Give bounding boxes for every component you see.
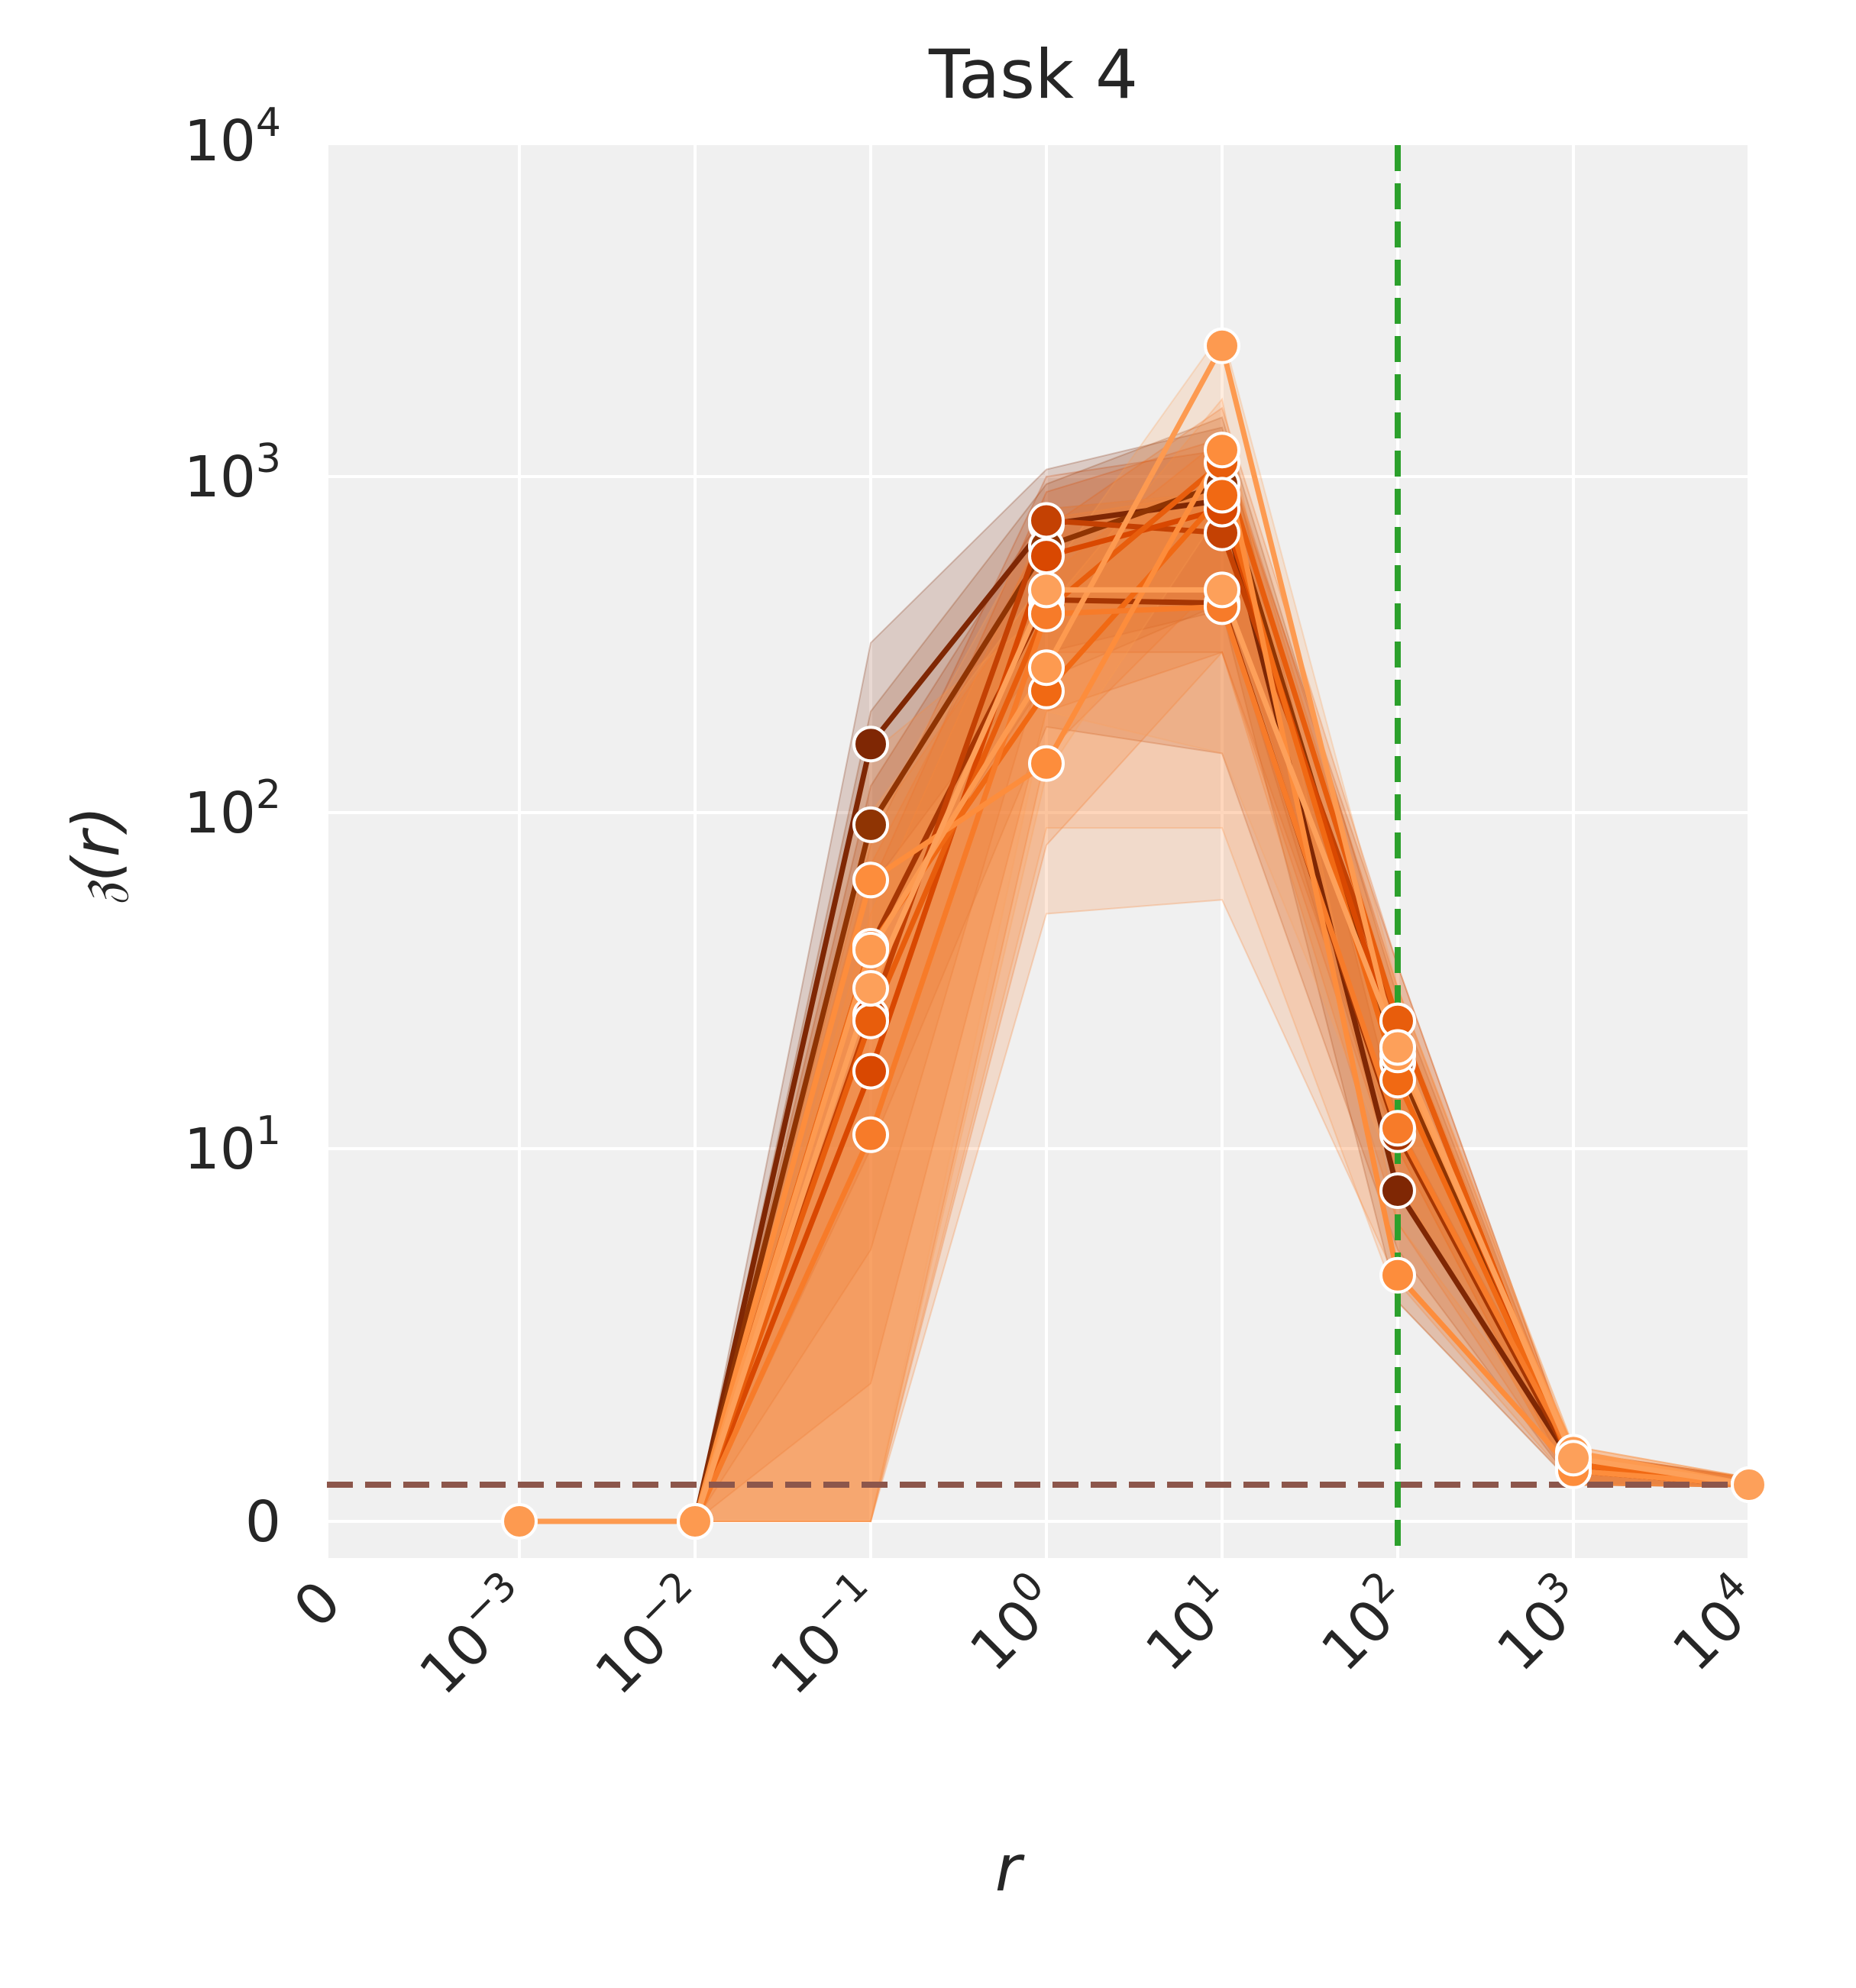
reference-lines: [327, 145, 1749, 1558]
y-tick-exponent: 4: [256, 100, 281, 146]
x-tick-label: 101: [1127, 1563, 1249, 1684]
data-point: [1204, 327, 1240, 364]
y-tick-label: 101: [184, 1108, 281, 1182]
data-point: [852, 931, 889, 968]
y-tick-exponent: 2: [256, 772, 281, 818]
data-point: [852, 1052, 889, 1090]
y-tick-base: 10: [184, 444, 256, 510]
data-point: [852, 806, 889, 843]
data-point: [1379, 1029, 1416, 1066]
series-markers: [501, 327, 1767, 1540]
x-tick-labels: 0 10−310−210−1 100 101 102 103 104: [282, 1563, 1776, 1707]
x-tick-label: 104: [1654, 1563, 1776, 1684]
grid: [325, 139, 1751, 1558]
x-tick-label: 102: [1303, 1563, 1424, 1684]
y-tick-label: 0: [245, 1489, 281, 1555]
y-tick-exponent: 1: [256, 1108, 281, 1154]
y-tick-label: 102: [184, 772, 281, 846]
y-tick-base: 0: [245, 1489, 281, 1555]
y-axis-label: 𝔷(r): [59, 806, 134, 905]
data-point: [1555, 1440, 1592, 1477]
y-tick-base: 10: [184, 1117, 256, 1182]
y-tick-base: 10: [184, 108, 256, 174]
data-point: [501, 1503, 538, 1540]
chart-title: Task 4: [928, 35, 1138, 114]
data-point: [1731, 1466, 1767, 1503]
x-tick-label: 10−1: [752, 1563, 897, 1707]
data-point: [852, 726, 889, 763]
y-tick-label: 104: [184, 100, 281, 174]
data-point: [1379, 1256, 1416, 1294]
data-point: [1379, 1172, 1416, 1209]
x-tick-label: 0: [282, 1569, 354, 1641]
y-tick-label: 103: [184, 436, 281, 510]
data-point: [677, 1503, 713, 1540]
x-tick-base: 0: [282, 1569, 354, 1641]
data-point: [1379, 1110, 1416, 1147]
y-tick-base: 10: [184, 781, 256, 846]
data-point: [852, 1116, 889, 1153]
data-point: [1204, 432, 1240, 469]
data-point: [852, 861, 889, 899]
data-point: [1204, 477, 1240, 514]
data-point: [1204, 571, 1240, 609]
x-tick-label: 103: [1479, 1563, 1600, 1684]
data-point: [1028, 538, 1065, 575]
data-point: [1028, 502, 1065, 539]
x-tick-label: 10−2: [577, 1563, 721, 1707]
data-point: [852, 970, 889, 1007]
data-point: [1028, 571, 1065, 609]
y-tick-exponent: 3: [256, 436, 281, 482]
x-axis-label: r: [995, 1831, 1025, 1906]
data-point: [852, 1002, 889, 1039]
data-point: [1028, 649, 1065, 687]
x-tick-label: 100: [952, 1563, 1073, 1684]
data-point: [1028, 745, 1065, 782]
x-tick-label: 10−3: [401, 1563, 545, 1707]
